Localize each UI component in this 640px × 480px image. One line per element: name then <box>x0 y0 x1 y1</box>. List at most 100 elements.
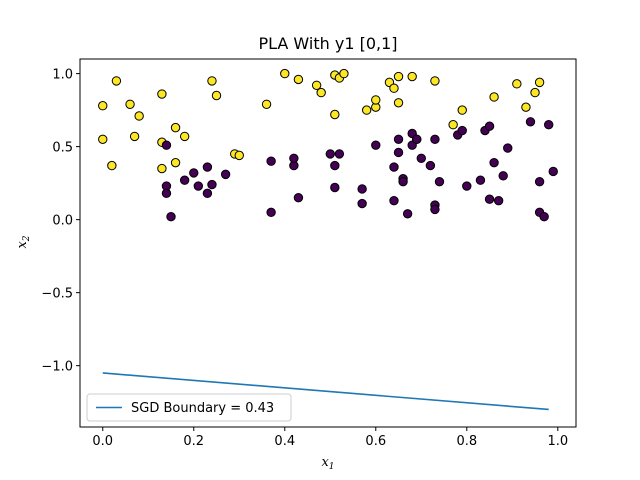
plot-frame <box>79 58 577 428</box>
data-point-class-0 <box>357 198 367 209</box>
x-axis-label-main: x <box>321 455 329 470</box>
data-point-class-0 <box>457 125 467 136</box>
data-point-class-1 <box>129 131 140 142</box>
data-point-class-1 <box>234 150 244 161</box>
y-axis-label-sub: 2 <box>22 235 32 242</box>
data-point-class-1 <box>107 160 117 171</box>
data-point-class-1 <box>316 87 326 98</box>
data-point-class-1 <box>157 163 167 174</box>
data-point-class-0 <box>484 121 495 131</box>
data-point-class-0 <box>325 149 335 159</box>
data-point-class-0 <box>525 117 536 127</box>
data-point-class-0 <box>161 140 172 150</box>
data-point-class-1 <box>170 122 181 133</box>
data-point-class-0 <box>548 166 558 177</box>
data-point-class-1 <box>430 76 440 86</box>
data-point-class-1 <box>261 99 272 109</box>
data-point-class-1 <box>489 92 499 102</box>
data-point-class-0 <box>393 147 404 158</box>
legend-box <box>86 393 292 422</box>
data-point-class-1 <box>407 71 417 82</box>
data-point-class-0 <box>371 140 381 150</box>
data-point-class-0 <box>207 179 217 190</box>
data-point-class-0 <box>412 134 422 145</box>
y-axis-label-main: x <box>15 241 30 249</box>
data-point-class-0 <box>503 143 513 153</box>
data-point-class-1 <box>512 79 522 89</box>
x-tick-label: 0.6 <box>365 434 386 449</box>
data-point-class-0 <box>425 160 436 171</box>
data-point-class-0 <box>220 169 231 180</box>
data-point-class-0 <box>534 176 545 187</box>
x-axis-label-sub: 1 <box>329 462 335 472</box>
y-axis-label: x2 <box>15 235 32 248</box>
y-tick-label: −1.0 <box>41 360 73 375</box>
data-point-class-0 <box>475 175 486 185</box>
data-point-class-0 <box>189 168 199 178</box>
data-point-class-1 <box>98 101 108 111</box>
data-point-class-1 <box>361 105 372 115</box>
y-tick-label: 1.0 <box>52 68 73 83</box>
y-tick-label: 0.5 <box>52 141 73 156</box>
y-tick-label: 0.0 <box>52 214 73 229</box>
data-point-class-0 <box>398 176 408 187</box>
data-point-class-1 <box>211 90 222 101</box>
boundary-line <box>102 372 549 411</box>
data-point-class-0 <box>330 182 340 193</box>
data-point-class-0 <box>430 204 440 215</box>
data-point-class-1 <box>448 120 458 130</box>
data-point-class-1 <box>530 87 540 98</box>
data-point-class-0 <box>484 194 495 204</box>
data-point-class-1 <box>157 89 167 99</box>
data-point-class-1 <box>293 74 304 85</box>
data-point-class-1 <box>371 95 381 105</box>
data-point-class-1 <box>111 76 122 86</box>
data-point-class-1 <box>457 105 467 115</box>
data-point-class-0 <box>266 207 276 218</box>
data-point-class-0 <box>434 176 445 187</box>
y-tick-label: −0.5 <box>41 287 73 302</box>
data-point-class-1 <box>207 76 217 86</box>
chart-title: PLA With y1 [0,1] <box>258 34 397 53</box>
data-point-class-0 <box>202 162 213 172</box>
x-tick-label: 1.0 <box>547 434 568 449</box>
data-point-class-0 <box>402 209 413 219</box>
data-point-class-1 <box>330 109 340 120</box>
data-point-class-1 <box>389 83 399 93</box>
data-point-class-1 <box>339 68 349 79</box>
data-point-class-0 <box>166 212 176 222</box>
data-point-class-0 <box>543 120 554 130</box>
data-point-class-1 <box>393 71 404 82</box>
legend: SGD Boundary = 0.43 <box>86 393 292 422</box>
x-axis-label: x1 <box>321 455 334 472</box>
data-point-class-1 <box>98 134 108 145</box>
x-axis: 0.0 0.2 0.4 0.6 0.8 1.0 <box>92 427 568 449</box>
x-tick-label: 0.4 <box>274 434 295 449</box>
data-point-class-0 <box>489 157 499 168</box>
data-point-class-0 <box>393 134 404 145</box>
data-point-class-0 <box>430 134 440 145</box>
data-point-class-1 <box>179 131 190 142</box>
data-point-class-0 <box>330 160 340 171</box>
data-point-class-1 <box>521 102 531 112</box>
data-point-class-0 <box>266 156 276 166</box>
data-point-class-0 <box>202 188 213 199</box>
data-point-class-1 <box>534 77 545 88</box>
x-tick-label: 0.0 <box>92 434 113 449</box>
data-point-class-0 <box>334 149 345 159</box>
data-point-class-0 <box>539 212 549 222</box>
data-point-class-0 <box>161 188 172 199</box>
data-point-class-0 <box>498 171 508 181</box>
data-point-class-0 <box>493 195 504 206</box>
data-point-class-0 <box>389 195 399 206</box>
data-point-class-1 <box>170 157 181 168</box>
data-point-class-0 <box>462 181 472 191</box>
data-point-class-0 <box>179 175 190 185</box>
data-point-class-0 <box>357 184 367 194</box>
data-point-class-0 <box>416 153 426 164</box>
data-point-class-0 <box>289 153 299 164</box>
data-point-class-0 <box>389 162 399 172</box>
x-tick-label: 0.2 <box>183 434 204 449</box>
data-point-class-1 <box>280 68 290 79</box>
